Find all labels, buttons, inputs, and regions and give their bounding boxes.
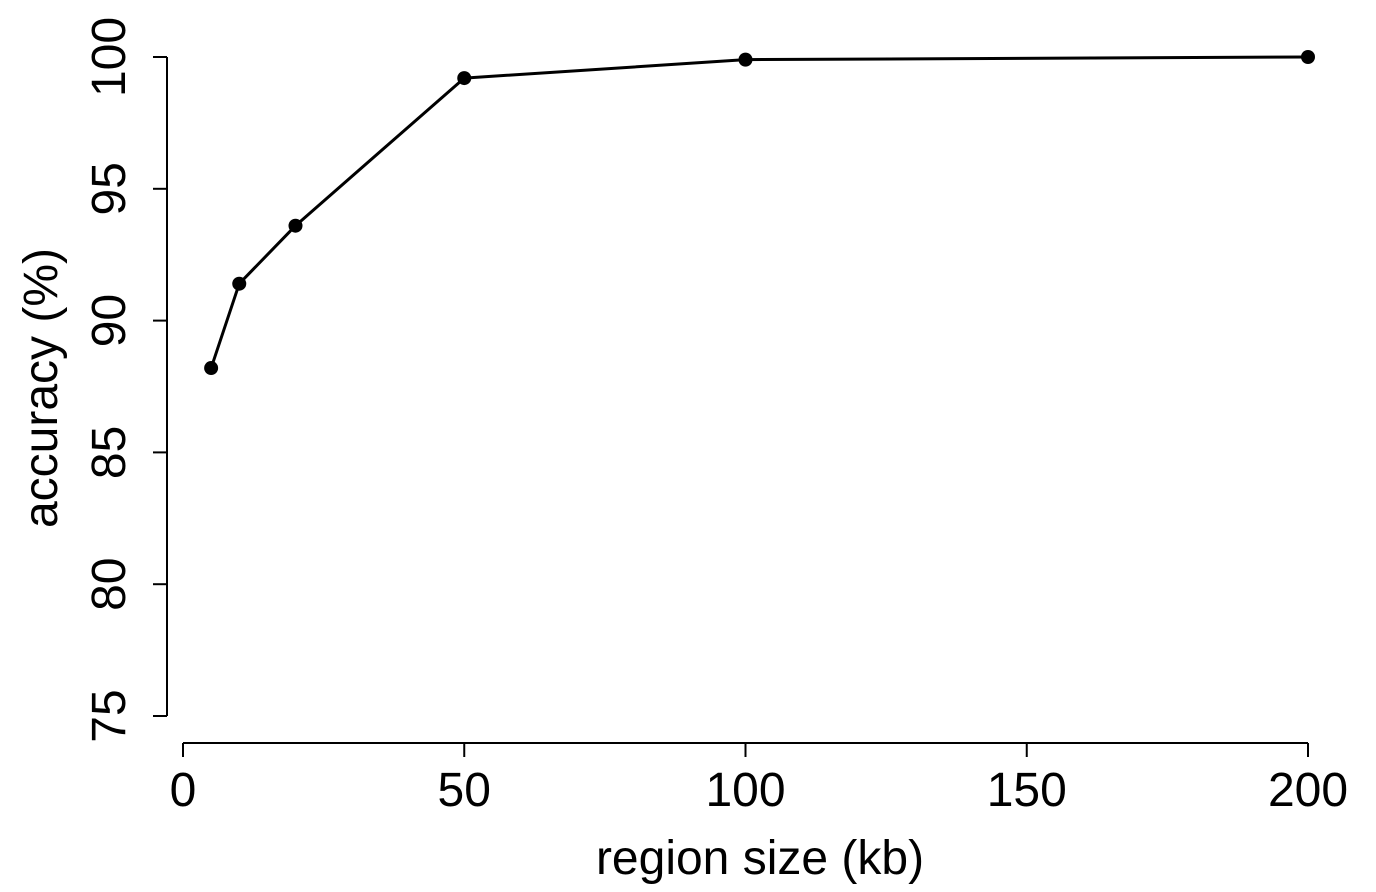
data-point xyxy=(204,361,219,376)
y-tick-label: 85 xyxy=(83,426,136,479)
x-tick-label: 200 xyxy=(1268,764,1348,817)
data-point xyxy=(288,218,303,233)
data-point xyxy=(232,276,247,291)
series-line xyxy=(209,55,1309,369)
data-point xyxy=(1301,50,1315,64)
y-tick-label: 90 xyxy=(83,294,136,347)
x-tick-label: 100 xyxy=(705,764,785,817)
x-tick-label: 150 xyxy=(987,764,1067,817)
data-point xyxy=(738,52,753,67)
y-axis-title: accuracy (%) xyxy=(15,248,68,528)
y-axis: 75 80 85 90 95 100 xyxy=(83,17,168,743)
x-tick-label: 50 xyxy=(438,764,491,817)
y-tick-label: 75 xyxy=(83,689,136,742)
y-tick-label: 95 xyxy=(83,162,136,215)
x-axis-title: region size (kb) xyxy=(596,832,924,885)
y-tick-label: 100 xyxy=(83,17,136,97)
series-layer xyxy=(204,50,1315,376)
y-tick-label: 80 xyxy=(83,558,136,611)
x-ticks: 0 50 100 150 200 xyxy=(170,743,1348,817)
x-tick-label: 0 xyxy=(170,764,197,817)
x-axis: 0 50 100 150 200 xyxy=(170,742,1348,817)
y-ticks: 75 80 85 90 95 100 xyxy=(83,17,167,743)
data-point xyxy=(457,71,472,86)
